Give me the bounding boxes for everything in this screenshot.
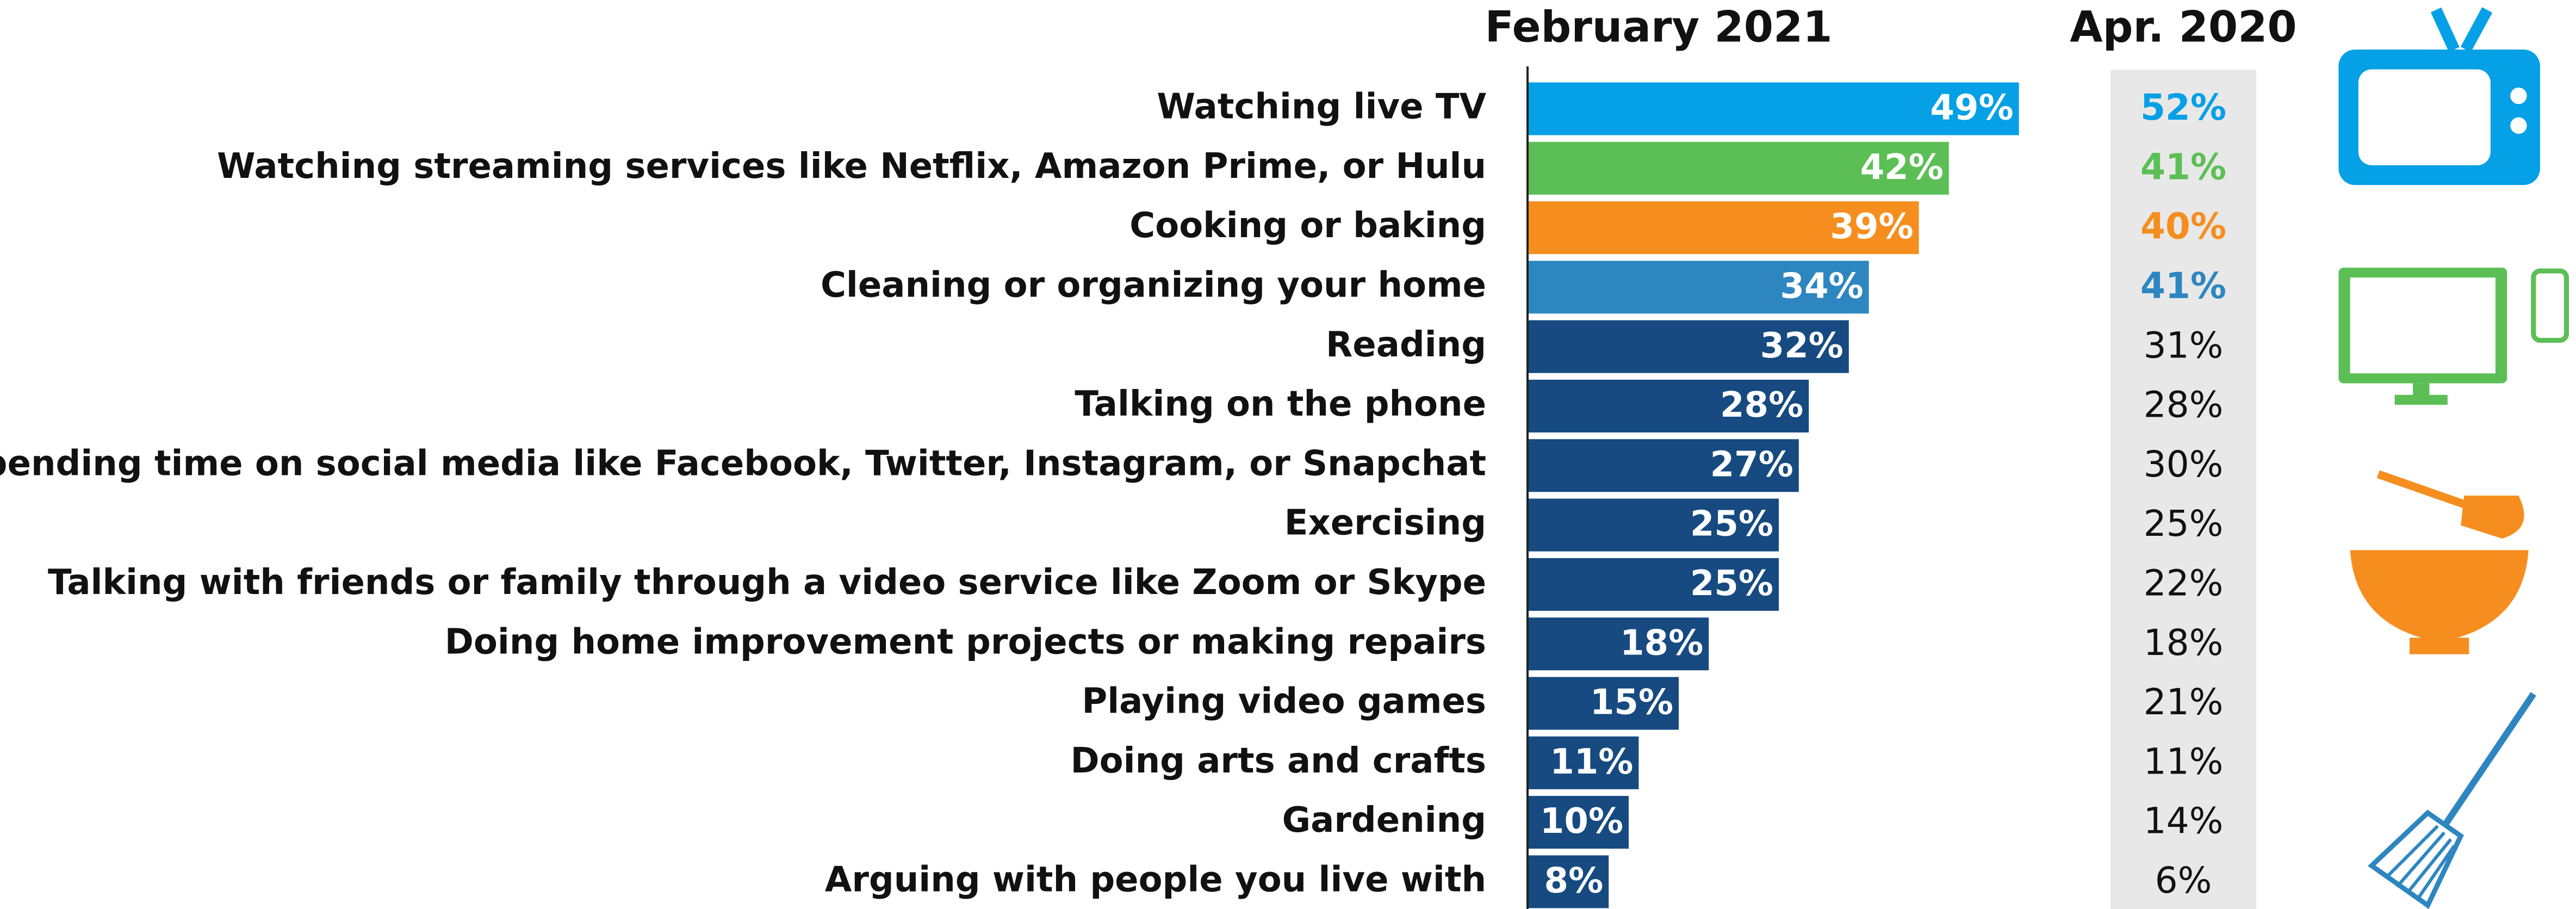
tv-icon — [2338, 7, 2540, 185]
apr-value: 6% — [2155, 859, 2212, 901]
bar — [1529, 320, 1849, 373]
broom-icon — [2367, 692, 2536, 909]
apr-value: 25% — [2144, 503, 2224, 545]
bar — [1529, 82, 2019, 135]
apr-column-background — [2111, 70, 2256, 909]
category-label: Cleaning or organizing your home — [821, 265, 1486, 305]
apr-value: 41% — [2140, 265, 2226, 307]
value-label: 10% — [1540, 801, 1623, 842]
value-label: 42% — [1860, 147, 1944, 188]
value-label: 25% — [1690, 564, 1773, 604]
value-label: 39% — [1830, 207, 1913, 247]
bar — [1529, 439, 1799, 492]
bar — [1529, 141, 1949, 195]
category-label: Exercising — [1284, 503, 1486, 543]
category-label: Watching streaming services like Netflix… — [217, 146, 1486, 187]
apr-value: 21% — [2144, 681, 2224, 723]
apr-value: 11% — [2144, 740, 2224, 782]
bar — [1529, 855, 1609, 908]
category-label: Talking on the phone — [1075, 384, 1486, 424]
bar — [1529, 617, 1709, 671]
value-label: 34% — [1780, 266, 1863, 306]
category-label: Watching live TV — [1157, 87, 1486, 127]
apr-value: 41% — [2140, 146, 2226, 188]
category-label: Cooking or baking — [1129, 206, 1486, 246]
value-label: 8% — [1544, 861, 1604, 901]
apr-value: 40% — [2140, 206, 2226, 248]
bar — [1529, 261, 1869, 314]
category-label: Reading — [1326, 325, 1486, 365]
bar — [1529, 736, 1639, 789]
value-label: 27% — [1710, 444, 1793, 485]
bar — [1529, 677, 1679, 730]
apr-value: 31% — [2144, 324, 2224, 366]
category-label: Arguing with people you live with — [825, 859, 1486, 900]
apr-value: 22% — [2144, 562, 2224, 604]
category-label: Doing home improvement projects or makin… — [445, 622, 1486, 662]
series-header: February 2021 — [1485, 3, 1832, 52]
apr-value: 14% — [2144, 800, 2224, 842]
icons — [2338, 7, 2569, 909]
series-header: Apr. 2020 — [2070, 3, 2296, 52]
value-label: 11% — [1550, 742, 1633, 782]
bar — [1529, 380, 1809, 432]
category-label: Playing video games — [1082, 682, 1486, 722]
value-label: 18% — [1620, 623, 1703, 663]
apr-value: 28% — [2144, 384, 2224, 426]
category-label: Gardening — [1282, 800, 1486, 840]
value-label: 49% — [1930, 88, 2013, 128]
screen-icon — [2338, 267, 2569, 405]
bar — [1529, 558, 1779, 611]
value-label: 28% — [1720, 385, 1803, 425]
category-label: Doing arts and crafts — [1071, 741, 1486, 781]
bowl-icon — [2350, 470, 2529, 654]
apr-value: 30% — [2144, 443, 2224, 485]
apr-value: 52% — [2140, 86, 2226, 128]
value-label: 25% — [1690, 504, 1773, 545]
value-label: 32% — [1760, 326, 1843, 366]
bar — [1529, 201, 1919, 255]
bar — [1529, 796, 1629, 849]
bar — [1529, 498, 1779, 552]
apr-value: 18% — [2144, 622, 2224, 664]
category-label: Talking with friends or family through a… — [48, 562, 1486, 603]
value-label: 15% — [1590, 683, 1673, 723]
category-label: Spending time on social media like Faceb… — [0, 443, 1486, 484]
